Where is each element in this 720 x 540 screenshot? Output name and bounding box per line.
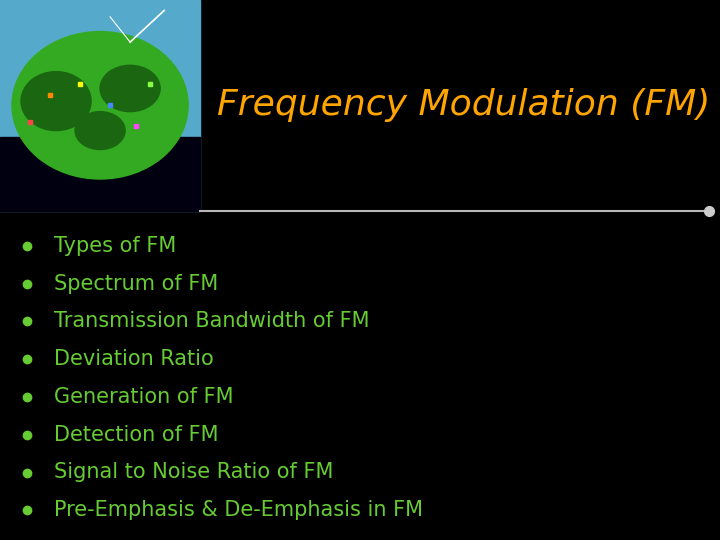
Ellipse shape [100, 65, 160, 112]
Text: Deviation Ratio: Deviation Ratio [54, 349, 214, 369]
Text: Types of FM: Types of FM [54, 235, 176, 256]
Bar [0, 0, 200, 211]
Ellipse shape [21, 72, 91, 131]
Text: Detection of FM: Detection of FM [54, 424, 218, 445]
Text: Spectrum of FM: Spectrum of FM [54, 273, 218, 294]
Ellipse shape [75, 112, 125, 150]
Ellipse shape [12, 31, 188, 179]
Text: Frequency Modulation (FM): Frequency Modulation (FM) [217, 89, 710, 122]
Text: Transmission Bandwidth of FM: Transmission Bandwidth of FM [54, 311, 369, 332]
Text: Pre-Emphasis & De-Emphasis in FM: Pre-Emphasis & De-Emphasis in FM [54, 500, 423, 521]
Text: Generation of FM: Generation of FM [54, 387, 233, 407]
Text: Signal to Noise Ratio of FM: Signal to Noise Ratio of FM [54, 462, 333, 483]
Bar [0, 137, 200, 211]
